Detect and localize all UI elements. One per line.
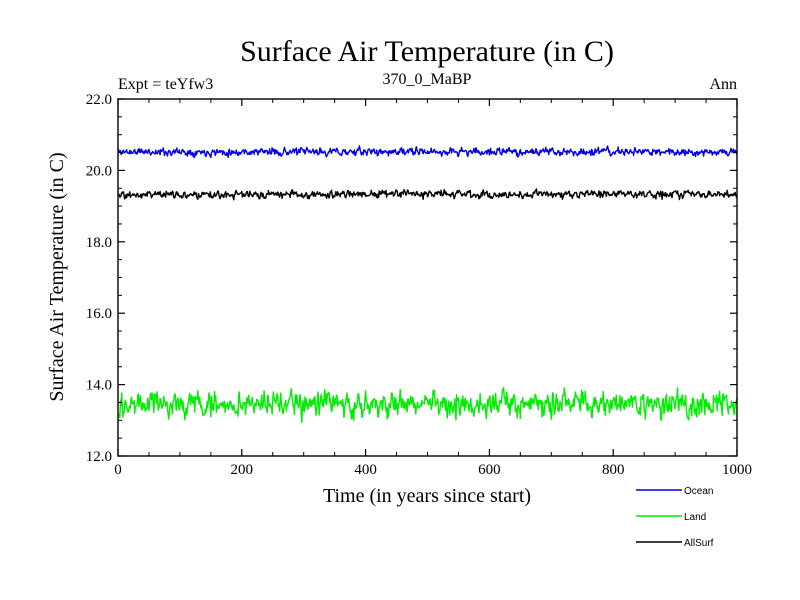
legend-label-allsurf: AllSurf [684,538,714,549]
plot-area: 0 200 400 600 800 1000 12.0 14.0 16.0 18.0 20.0 22.… [86,92,752,478]
x-tick-label: 800 [602,462,625,478]
y-tick-label: 22.0 [86,92,112,108]
series-layer [117,145,738,423]
series-line-land [117,386,738,423]
y-axis-label: Surface Air Temperature (in C) [46,152,68,401]
chart-title: Surface Air Temperature (in C) [240,35,614,68]
x-tick-label: 400 [354,462,377,478]
legend-label-ocean: Ocean [684,486,713,497]
y-tick-label: 20.0 [86,163,112,179]
legend: Ocean Land AllSurf [636,486,714,549]
ticks-layer: 0 200 400 600 800 1000 12.0 14.0 16.0 18.0 20.0 22.… [86,92,752,478]
season-label: Ann [709,76,737,93]
time-period-label: 370_0_MaBP [383,71,472,88]
y-tick-label: 18.0 [86,235,112,251]
x-tick-label: 0 [114,462,122,478]
x-tick-label: 600 [478,462,501,478]
y-tick-label: 16.0 [86,306,112,322]
y-tick-label: 12.0 [86,449,112,465]
legend-label-land: Land [684,512,706,523]
x-tick-label: 1000 [722,462,752,478]
series-line-ocean [117,145,738,159]
series-line-allsurf [117,188,738,201]
x-tick-label: 200 [231,462,254,478]
x-axis-label: Time (in years since start) [323,485,531,507]
y-tick-label: 14.0 [86,378,112,394]
experiment-label: Expt = teYfw3 [118,76,213,93]
